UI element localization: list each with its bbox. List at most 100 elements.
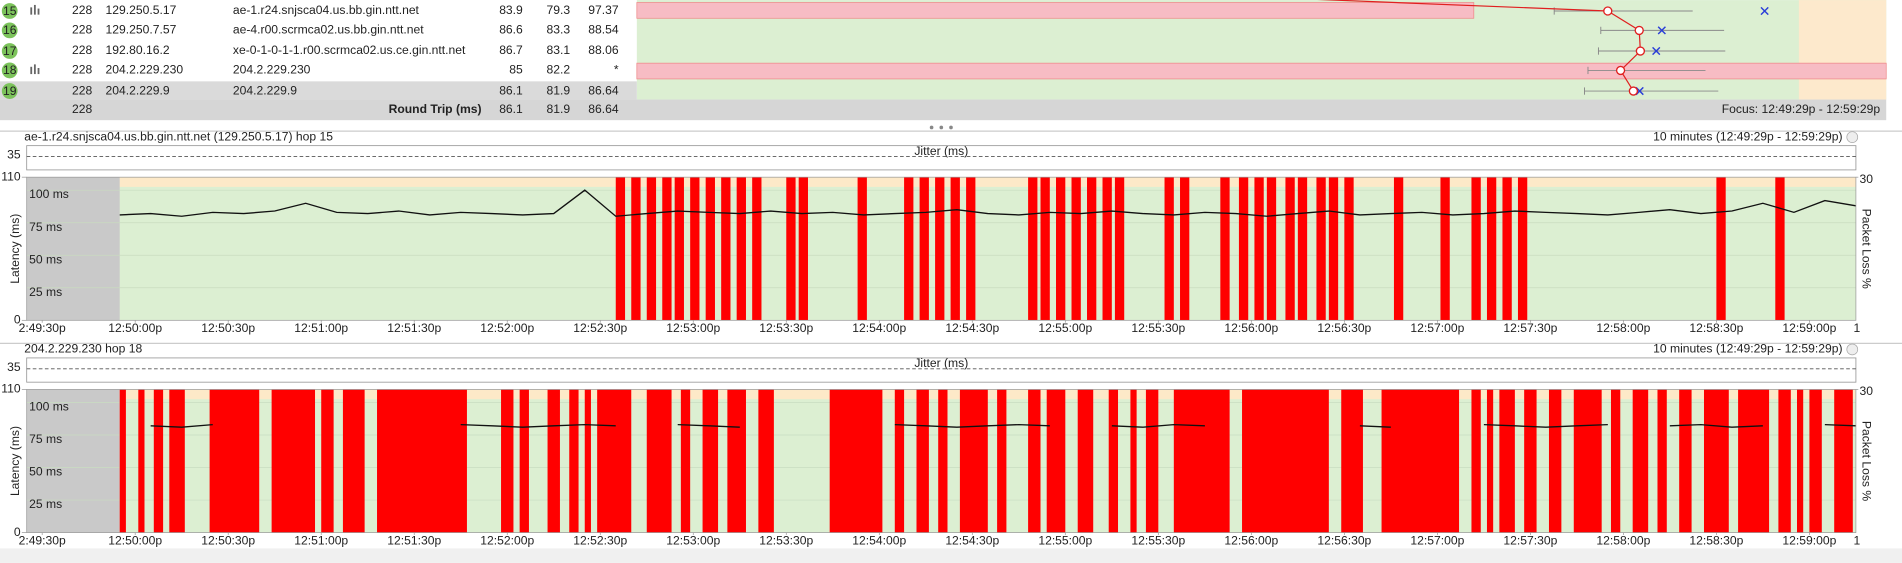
x-tick-label: 12:56:00p: [1224, 533, 1278, 547]
packet-loss-bar: [950, 177, 960, 321]
range-dropdown[interactable]: [1846, 131, 1859, 143]
footer-bg: [0, 99, 1887, 121]
cur-marker: [1657, 26, 1666, 35]
avg-marker: [1634, 25, 1644, 36]
packet-loss-bar: [1130, 389, 1137, 533]
hop-badge: [1, 22, 18, 39]
grid-label: 75 ms: [29, 220, 62, 234]
ip-address: 204.2.229.9: [106, 83, 170, 97]
hop-number: 15: [3, 4, 17, 18]
x-tick-label: 12:57:00p: [1410, 533, 1464, 547]
packet-loss-bar: [138, 389, 145, 533]
range-dropdown[interactable]: [1846, 343, 1859, 356]
packet-loss-bar: [786, 177, 796, 321]
x-tick-label: 12:51:00p: [294, 321, 348, 335]
selected-row[interactable]: [0, 81, 637, 100]
avg-latency: 85: [509, 63, 523, 77]
packet-loss-bar: [1632, 389, 1649, 533]
packet-loss-bar: [1220, 177, 1230, 321]
graph-title: ae-1.r24.snjsca04.us.bb.gin.ntt.net (129…: [24, 129, 333, 143]
footer-min: 81.9: [547, 102, 571, 116]
x-tick-label: 12:58:30p: [1689, 321, 1743, 335]
packet-loss-bar: [1238, 177, 1249, 321]
plot-frame: [26, 176, 1857, 321]
packet-loss-bar: [1393, 177, 1404, 321]
x-tick-label: 12:57:00p: [1410, 321, 1464, 335]
no-data-region: [26, 389, 120, 533]
packet-loss-bar: [1328, 177, 1339, 321]
packet-loss-bar: [1071, 177, 1081, 321]
packet-loss-bar: [1517, 177, 1528, 321]
packet-loss-bar: [1046, 389, 1066, 533]
packet-loss-bar: [1344, 177, 1354, 321]
jitter-tick-label: 35: [7, 360, 21, 374]
ip-address: 192.80.16.2: [106, 43, 170, 57]
x-tick-label: 12:54:30p: [945, 321, 999, 335]
splitter-handle[interactable]: [929, 125, 953, 130]
graph-title: 204.2.229.230 hop 18: [24, 342, 142, 356]
x-tick-label: 12:52:00p: [480, 533, 534, 547]
x-tick-label: 12:52:30p: [573, 533, 627, 547]
cur-latency: 97.37: [588, 3, 619, 17]
x-tick-label: 12:55:00p: [1038, 321, 1092, 335]
grid-label: 75 ms: [29, 432, 62, 446]
time-range: 10 minutes (12:49:29p - 12:59:29p): [1653, 129, 1842, 143]
grid-label: 100 ms: [29, 187, 69, 201]
x-tick-label: 1: [1853, 533, 1860, 547]
packet-loss-bar: [758, 389, 774, 533]
hop-badge: [1, 3, 18, 19]
packet-loss-bar: [1164, 177, 1174, 321]
x-tick-label: 12:51:30p: [387, 321, 441, 335]
packet-loss-bar: [615, 177, 626, 321]
packet-loss-bar: [1573, 389, 1602, 533]
y2-axis-label: Packet Loss %: [1859, 209, 1873, 289]
row-graph-icon: [30, 4, 40, 75]
min-latency: 83.1: [547, 43, 571, 57]
packet-loss-bar: [1077, 389, 1094, 533]
no-data-region: [26, 177, 120, 321]
packet-loss-bar: [1180, 177, 1190, 321]
packet-loss-bar: [904, 177, 914, 321]
avg-latency: 86.1: [499, 83, 523, 97]
min-latency: 83.3: [547, 23, 571, 37]
status-bar: [0, 548, 1902, 563]
packet-loss-bar: [935, 177, 945, 321]
packet-loss-bar: [1341, 389, 1363, 533]
packet-loss-bar: [674, 177, 684, 321]
hop-number: 17: [3, 44, 17, 58]
x-tick-label: 12:52:30p: [573, 321, 627, 335]
jitter-tick-label: 35: [7, 148, 21, 162]
packet-loss-bar: [1486, 177, 1497, 321]
x-tick-label: 12:50:00p: [108, 533, 162, 547]
packet-loss-bar: [1657, 389, 1667, 533]
ip-address: 129.250.5.17: [106, 3, 177, 17]
packet-loss-bar: [321, 389, 334, 533]
loss-band: [636, 62, 1887, 80]
footer-count: 228: [72, 102, 92, 116]
x-tick-label: 12:56:30p: [1317, 533, 1371, 547]
packet-loss-bar: [1809, 389, 1822, 533]
grid-label: 25 ms: [29, 285, 62, 299]
footer-label: Round Trip (ms): [389, 102, 482, 116]
cur-latency: 86.64: [588, 83, 619, 97]
packet-loss-bar: [342, 389, 365, 533]
plot-area: 25 ms 50 ms 75 ms 100 ms: [26, 177, 1856, 321]
packet-loss-bar: [1440, 177, 1450, 321]
packet-loss-bar: [1102, 177, 1112, 321]
x-tick-label: 12:53:00p: [666, 533, 720, 547]
packet-loss-bar: [1040, 177, 1050, 321]
jitter-label: Jitter (ms): [914, 144, 968, 158]
grid-label: 50 ms: [29, 465, 62, 479]
loss-band: [636, 2, 1475, 19]
packet-loss-bar: [1703, 389, 1729, 533]
packet-loss-bar: [1028, 177, 1038, 321]
packet-loss-bar: [966, 177, 976, 321]
sample-count: 228: [72, 43, 92, 57]
x-tick-label: 12:55:30p: [1131, 533, 1185, 547]
packet-loss-bar: [153, 389, 164, 533]
y-tick-label: 0: [14, 525, 21, 539]
x-tick-label: 12:53:30p: [759, 533, 813, 547]
packet-loss-bar: [597, 389, 632, 533]
latency-line: [119, 189, 1856, 217]
